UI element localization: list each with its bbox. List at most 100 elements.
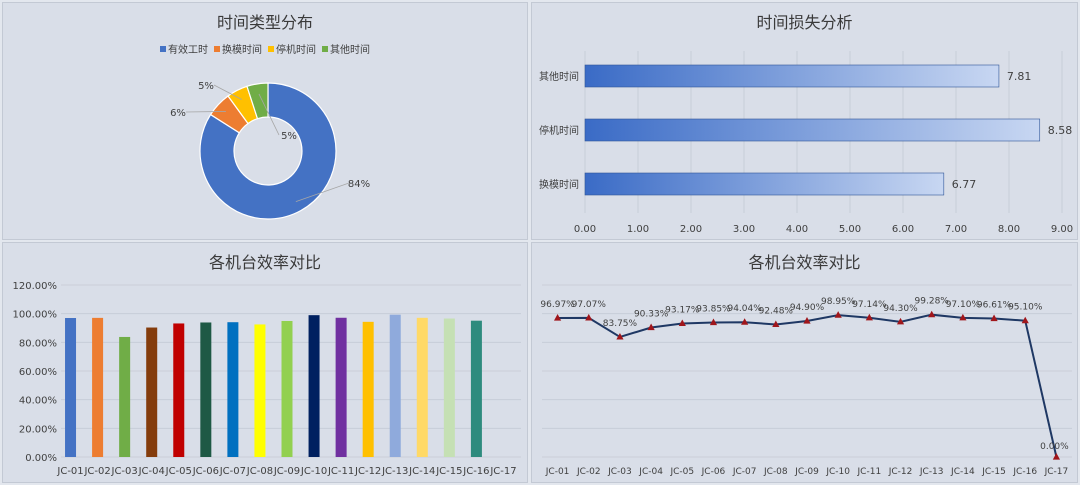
line-chart: 96.97% JC-01 97.07% JC-02 83.75% JC-03 90.33% J… (540, 284, 1072, 477)
column-chart-title: 各机台效率对比 (208, 253, 321, 272)
column-x-tick-label: JC-12 (354, 466, 381, 477)
line-x-tick-label: JC-17 (1044, 467, 1069, 477)
column-x-tick-label: JC-05 (165, 466, 192, 477)
legend-item: 换模时间 (214, 41, 262, 56)
line-data-label: 96.61% (977, 301, 1012, 311)
donut-chart-title: 时间类型分布 (216, 13, 313, 32)
line-data-label: 0.00% (1040, 442, 1069, 452)
line-data-label: 96.97% (540, 300, 575, 310)
legend-swatch (160, 45, 166, 52)
line-marker (1021, 316, 1029, 324)
line-x-tick-label: JC-09 (794, 467, 819, 477)
line-marker (616, 332, 624, 340)
line-marker (553, 314, 562, 321)
column-x-tick-label: JC-11 (327, 466, 354, 477)
legend-label: 其他时间 (330, 45, 370, 56)
line-data-label: 97.07% (572, 300, 607, 310)
line-x-tick-label: JC-03 (607, 467, 632, 477)
legend-swatch (214, 45, 220, 52)
column-x-tick-label: JC-04 (138, 466, 165, 477)
legend-label: 换模时间 (222, 45, 262, 56)
line-x-tick-label: JC-05 (669, 467, 694, 477)
column-bar (65, 318, 77, 457)
line-marker (647, 323, 655, 331)
hbar-x-tick-label: 0.00 (574, 224, 596, 235)
line-x-tick-label: JC-04 (638, 467, 663, 477)
line-x-tick-label: JC-06 (701, 467, 726, 477)
donut-chart-panel: 时间类型分布 有效工时 换模时间 停机时间 其他时间 84% 6% 5% 5% (2, 2, 528, 240)
hbar-x-tick-label: 1.00 (627, 224, 649, 235)
line-x-tick-label: JC-02 (576, 467, 601, 477)
donut-data-label: 84% (348, 179, 370, 190)
donut-chart-legend: 有效工时 换模时间 停机时间 其他时间 (3, 41, 527, 56)
line-marker (741, 318, 749, 325)
column-bar (443, 318, 455, 457)
hbar-chart-title: 时间损失分析 (756, 13, 853, 32)
hbar-x-tick-label: 3.00 (733, 224, 755, 235)
donut-leader-line (213, 84, 242, 100)
donut-leader-line (295, 182, 350, 203)
line-data-label: 99.28% (915, 297, 950, 307)
column-x-tick-label: JC-14 (408, 466, 435, 477)
donut-leader-line (185, 111, 226, 113)
line-marker (772, 320, 780, 328)
column-y-tick-label: 80.00% (19, 338, 57, 349)
hbar-x-tick-label: 9.00 (1051, 224, 1073, 235)
hbar-x-tick-label: 5.00 (839, 224, 861, 235)
line-data-label: 92.48% (759, 306, 794, 316)
column-y-tick-label: 0.00% (25, 453, 57, 464)
line-data-label: 90.33% (634, 310, 669, 320)
hbar-category-label: 换模时间 (539, 178, 579, 191)
hbar-x-tick-label: 2.00 (680, 224, 702, 235)
donut-leader-line (258, 93, 280, 136)
column-bar (254, 324, 266, 457)
column-y-tick-label: 60.00% (19, 367, 57, 378)
column-bar (308, 315, 320, 457)
legend-item: 停机时间 (268, 41, 316, 56)
line-marker (896, 317, 905, 325)
column-x-tick-label: JC-10 (300, 466, 327, 477)
line-series (557, 313, 1058, 458)
line-marker (803, 316, 811, 324)
donut-data-label: 5% (281, 131, 297, 142)
line-data-label: 93.85% (696, 304, 731, 314)
hbar-value-label: 8.58 (1048, 124, 1073, 137)
column-bar (281, 320, 293, 457)
line-marker (959, 313, 967, 321)
legend-swatch (322, 45, 328, 52)
line-data-label: 94.90% (790, 303, 825, 313)
legend-label: 停机时间 (276, 45, 316, 56)
column-bar (362, 321, 374, 457)
hbar-category-label: 其他时间 (539, 70, 579, 83)
column-x-tick-label: JC-13 (381, 466, 408, 477)
hbar-chart-panel: 时间损失分析 0.00 1.00 2.00 3.00 4.00 5.00 6.00 7.00 8… (531, 2, 1078, 240)
hbar-chart: 0.00 1.00 2.00 3.00 4.00 5.00 6.00 7.00 8.00 9.00… (539, 51, 1073, 235)
line-chart-title: 各机台效率对比 (748, 253, 861, 272)
line-x-tick-label: JC-01 (545, 467, 570, 477)
donut-slice (246, 82, 269, 120)
line-x-tick-label: JC-10 (825, 467, 850, 477)
column-y-tick-label: 40.00% (19, 396, 57, 407)
column-bar (92, 317, 104, 457)
line-marker (990, 314, 998, 322)
column-y-tick-label: 120.00% (13, 281, 58, 292)
donut-data-label: 6% (170, 108, 186, 119)
line-marker (865, 313, 873, 321)
column-bar (227, 322, 239, 457)
line-x-tick-label: JC-16 (1012, 467, 1037, 477)
column-x-tick-label: JC-02 (83, 466, 110, 477)
line-x-tick-label: JC-11 (857, 467, 882, 477)
hbar-category-label: 停机时间 (539, 124, 579, 137)
column-x-tick-label: JC-09 (273, 466, 300, 477)
column-y-tick-label: 100.00% (13, 310, 58, 321)
line-data-label: 97.14% (852, 300, 887, 310)
column-y-tick-label: 20.00% (19, 424, 57, 435)
column-chart-panel: 各机台效率对比 0.00% 20.00% 40.00% 60.00% 80.00% 100… (2, 242, 528, 483)
legend-item: 有效工时 (160, 41, 208, 56)
column-bar (173, 323, 185, 457)
hbar-x-tick-label: 4.00 (786, 224, 808, 235)
hbar-bar (584, 64, 1000, 88)
donut-slice (199, 82, 337, 220)
column-x-tick-label: JC-06 (192, 466, 219, 477)
line-data-label: 94.30% (883, 304, 918, 314)
